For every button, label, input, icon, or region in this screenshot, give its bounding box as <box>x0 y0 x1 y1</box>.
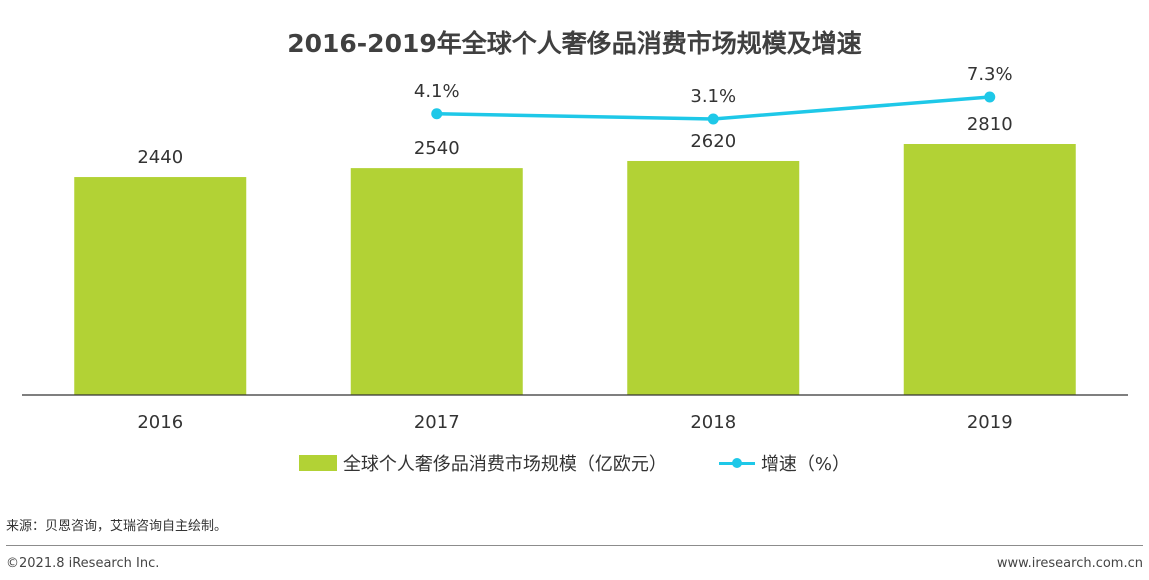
legend-label-market-size: 全球个人奢侈品消费市场规模（亿欧元） <box>342 454 667 475</box>
bar-label-2019: 2810 <box>967 114 1013 135</box>
bar-label-2018: 2620 <box>690 131 736 152</box>
growth-label-2018: 3.1% <box>690 86 736 107</box>
x-tick-2019: 2019 <box>967 412 1013 433</box>
x-tick-2016: 2016 <box>137 412 183 433</box>
source-note: 来源：贝恩咨询，艾瑞咨询自主绘制。 <box>6 519 228 534</box>
bar-2018 <box>627 160 800 395</box>
bar-label-2016: 2440 <box>137 147 183 168</box>
growth-point-2018 <box>707 113 719 125</box>
bar-2019 <box>903 144 1076 395</box>
legend-swatch-line <box>718 456 755 470</box>
growth-point-2017 <box>431 108 443 120</box>
legend-swatch-bar <box>298 455 337 471</box>
copyright: ©2021.8 iResearch Inc. <box>6 556 160 571</box>
footer-divider <box>6 545 1143 546</box>
growth-label-2019: 7.3% <box>967 64 1013 85</box>
growth-point-2019 <box>984 91 996 103</box>
bar-2017 <box>350 168 523 395</box>
bar-label-2017: 2540 <box>414 138 460 159</box>
combo-chart: 2440 2016 2540 2017 2620 2018 2810 2019 4.1% 3.1%… <box>22 64 1128 433</box>
website: www.iresearch.com.cn <box>996 556 1143 571</box>
x-tick-2017: 2017 <box>414 412 460 433</box>
legend-item-growth: 增速（%） <box>718 450 851 476</box>
legend-label-growth: 增速（%） <box>760 454 851 475</box>
x-tick-2018: 2018 <box>690 412 736 433</box>
legend-item-market-size: 全球个人奢侈品消费市场规模（亿欧元） <box>298 450 667 476</box>
chart-title: 2016-2019年全球个人奢侈品消费市场规模及增速 <box>287 29 862 58</box>
growth-label-2017: 4.1% <box>414 81 460 102</box>
legend: 全球个人奢侈品消费市场规模（亿欧元） 增速（%） <box>0 450 1149 476</box>
bar-2016 <box>74 177 247 395</box>
